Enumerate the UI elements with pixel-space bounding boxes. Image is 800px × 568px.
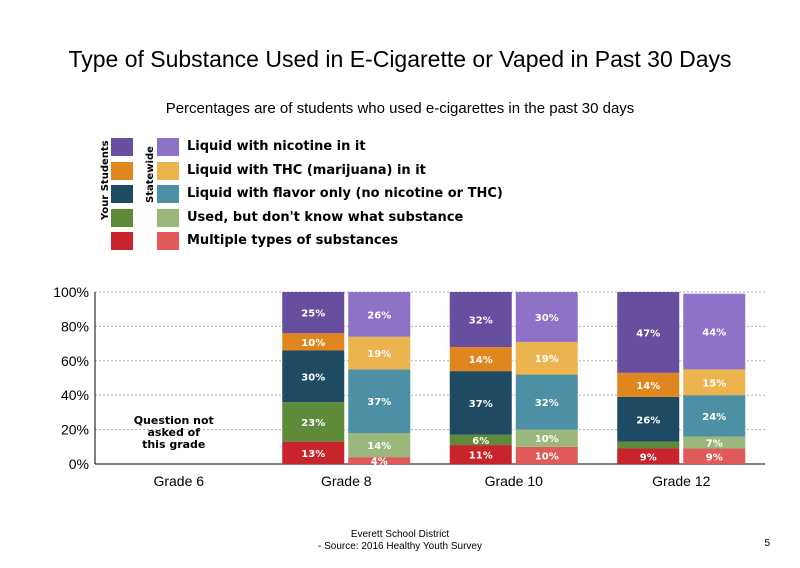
x-tick-label: Grade 10 (485, 473, 544, 489)
legend-swatch-students-4 (111, 232, 133, 250)
bar-segment (348, 336, 411, 370)
data-label: 4% (371, 457, 388, 468)
data-label: 26% (367, 310, 391, 321)
legend-label-0: Liquid with nicotine in it (187, 139, 366, 154)
chart-title: Type of Substance Used in E-Cigarette or… (68, 46, 732, 72)
data-label: 6% (472, 436, 489, 447)
x-tick-label: Grade 8 (321, 473, 372, 489)
data-label: 24% (702, 412, 726, 423)
bar-segment (449, 292, 512, 348)
bar-segment (282, 333, 345, 351)
data-label: 14% (636, 381, 660, 392)
data-label: 30% (535, 313, 559, 324)
bar-segment (348, 292, 411, 337)
bar-segment (282, 402, 345, 442)
legend-label-3: Used, but don't know what substance (187, 209, 464, 225)
bar-segment (515, 429, 578, 447)
x-tick-label: Grade 12 (652, 473, 711, 489)
legend-label-4: Multiple types of substances (187, 233, 399, 248)
page-number: 5 (764, 538, 770, 549)
bar-segment (449, 445, 512, 464)
data-label: 44% (702, 328, 726, 339)
legend-label-1: Liquid with THC (marijuana) in it (187, 162, 426, 178)
bar-segment (617, 441, 680, 449)
bar-segment (683, 293, 746, 370)
not-asked-note: asked of (148, 426, 201, 439)
data-label: 10% (301, 338, 325, 349)
bar-segment (683, 395, 746, 437)
y-tick-label: 0% (69, 456, 89, 472)
footer-district: Everett School District (350, 529, 450, 540)
y-tick-label: 60% (61, 353, 89, 369)
bar-segment (515, 446, 578, 464)
legend-swatch-students-1 (111, 161, 133, 180)
legend-swatch-statewide-0 (157, 138, 179, 156)
data-label: 26% (636, 415, 660, 426)
bar-segment (617, 396, 680, 442)
bar-segment (683, 436, 746, 449)
legend-label-2: Liquid with flavor only (no nicotine or … (187, 186, 503, 201)
data-label: 9% (706, 452, 723, 463)
bar-segment (683, 448, 746, 464)
data-label: 10% (535, 451, 559, 462)
data-label: 32% (469, 316, 493, 327)
data-label: 15% (702, 378, 726, 389)
legend-swatch-statewide-4 (157, 232, 179, 250)
footer-source: - Source: 2016 Healthy Youth Survey (318, 541, 482, 552)
data-label: 11% (469, 451, 493, 462)
data-label: 13% (301, 449, 325, 460)
y-tick-label: 20% (61, 422, 89, 438)
data-label: 32% (535, 398, 559, 409)
data-label: 37% (367, 397, 391, 408)
x-tick-label: Grade 6 (153, 473, 204, 489)
data-label: 14% (367, 441, 391, 452)
data-label: 9% (640, 452, 657, 463)
data-label: 47% (636, 328, 660, 339)
y-tick-label: 80% (61, 318, 89, 334)
legend-swatch-students-2 (111, 185, 133, 203)
bar-segment (348, 457, 411, 464)
data-label: 30% (301, 372, 325, 383)
bar-segment (449, 434, 512, 446)
bar-segment (449, 371, 512, 435)
data-label: 23% (301, 418, 325, 429)
bar-segment (617, 292, 680, 373)
bar-segment (449, 347, 512, 372)
data-label: 7% (706, 439, 723, 450)
bar-segment (617, 448, 680, 464)
bar-segment (515, 341, 578, 375)
data-label: 25% (301, 309, 325, 320)
bar-segment (282, 292, 345, 334)
bar-segment (515, 292, 578, 342)
bar-segment (515, 374, 578, 430)
y-tick-label: 100% (53, 284, 89, 300)
bar-segment (683, 369, 746, 396)
data-label: 19% (367, 349, 391, 360)
not-asked-note: Question not (134, 414, 214, 427)
bar-segment (282, 441, 345, 464)
legend-swatch-statewide-2 (157, 185, 179, 203)
bar-segment (617, 372, 680, 397)
bar-segment (282, 350, 345, 403)
legend-swatch-statewide-3 (157, 208, 179, 227)
legend-swatch-students-3 (111, 208, 133, 227)
legend-swatch-statewide-1 (157, 161, 179, 180)
data-label: 14% (469, 355, 493, 366)
y-tick-label: 40% (61, 387, 89, 403)
legend-swatch-students-0 (111, 138, 133, 156)
data-label: 19% (535, 354, 559, 365)
bar-segment (348, 433, 411, 458)
not-asked-note: this grade (142, 438, 205, 451)
data-label: 37% (469, 399, 493, 410)
bar-segment (348, 369, 411, 434)
data-label: 10% (535, 434, 559, 445)
chart-subtitle: Percentages are of students who used e-c… (165, 100, 635, 117)
